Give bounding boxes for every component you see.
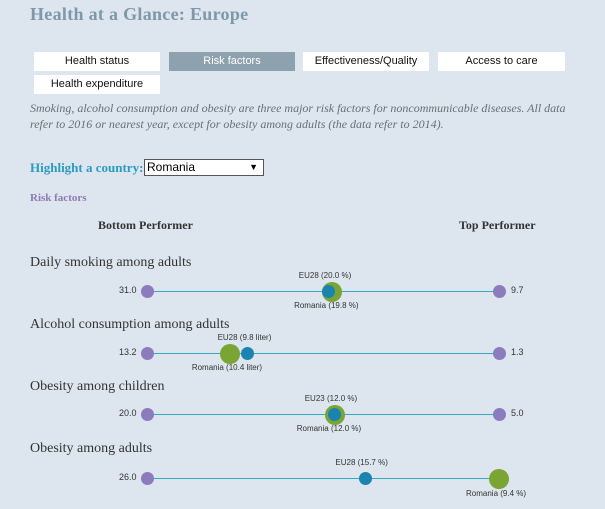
top-value: 9.7 <box>511 285 524 295</box>
country-label: Romania (12.0 %) <box>296 424 362 433</box>
country-label: Romania (10.4 liter) <box>191 363 263 372</box>
country-select-value: Romania <box>147 160 196 174</box>
dropdown-arrow-icon: ▼ <box>249 162 258 172</box>
bottom-value: 20.0 <box>119 408 137 418</box>
bottom-performer-dot[interactable] <box>140 472 154 485</box>
country-label: Romania (9.4 %) <box>466 489 527 498</box>
description-text: Smoking, alcohol consumption and obesity… <box>30 101 566 131</box>
eu-average-label: EU28 (9.8 liter) <box>217 333 272 342</box>
bottom-performer-dot[interactable] <box>140 285 154 298</box>
highlight-country-label: Highlight a country: <box>30 160 144 175</box>
eu-average-dot[interactable] <box>322 285 336 298</box>
country-dot[interactable] <box>489 468 509 489</box>
tab-health-status[interactable]: Health status <box>34 52 160 71</box>
eu-average-label: EU23 (12.0 %) <box>304 394 358 403</box>
eu-average-label: EU28 (20.0 %) <box>298 271 352 280</box>
section-label: Risk factors <box>30 192 87 204</box>
tab-risk-factors[interactable]: Risk factors <box>169 52 295 71</box>
top-value: 1.3 <box>511 347 524 357</box>
indicator-scale-line <box>147 478 499 479</box>
indicator-title: Daily smoking among adults <box>30 255 192 270</box>
indicator-scale-line <box>147 414 499 415</box>
eu-average-dot[interactable] <box>241 347 255 360</box>
eu-average-dot[interactable] <box>358 472 372 485</box>
tab-effectiveness-quality[interactable]: Effectiveness/Quality <box>303 52 429 71</box>
tab-health-expenditure[interactable]: Health expenditure <box>34 75 160 94</box>
bottom-value: 26.0 <box>119 472 137 482</box>
page-title: Health at a Glance: Europe <box>30 4 249 24</box>
tab-access-to-care[interactable]: Access to care <box>438 52 565 71</box>
top-performer-dot[interactable] <box>492 285 506 298</box>
top-performer-dot[interactable] <box>492 408 506 421</box>
eu-average-dot[interactable] <box>328 408 342 421</box>
bottom-performer-header: Bottom Performer <box>98 218 193 232</box>
indicator-title: Alcohol consumption among adults <box>30 317 230 332</box>
eu-average-label: EU28 (15.7 %) <box>335 458 388 467</box>
country-dot[interactable] <box>219 343 240 364</box>
indicator-title: Obesity among adults <box>30 441 153 456</box>
top-value: 5.0 <box>511 408 524 418</box>
top-performer-dot[interactable] <box>492 347 506 360</box>
country-select[interactable]: Romania ▼ <box>144 159 264 176</box>
indicator-scale-line <box>147 353 499 354</box>
bottom-value: 13.2 <box>119 347 137 357</box>
indicator-title: Obesity among children <box>30 379 165 394</box>
bottom-performer-dot[interactable] <box>140 347 154 360</box>
country-label: Romania (19.8 %) <box>294 301 359 310</box>
top-performer-header: Top Performer <box>459 218 536 232</box>
bottom-value: 31.0 <box>119 285 137 295</box>
bottom-performer-dot[interactable] <box>140 408 154 421</box>
